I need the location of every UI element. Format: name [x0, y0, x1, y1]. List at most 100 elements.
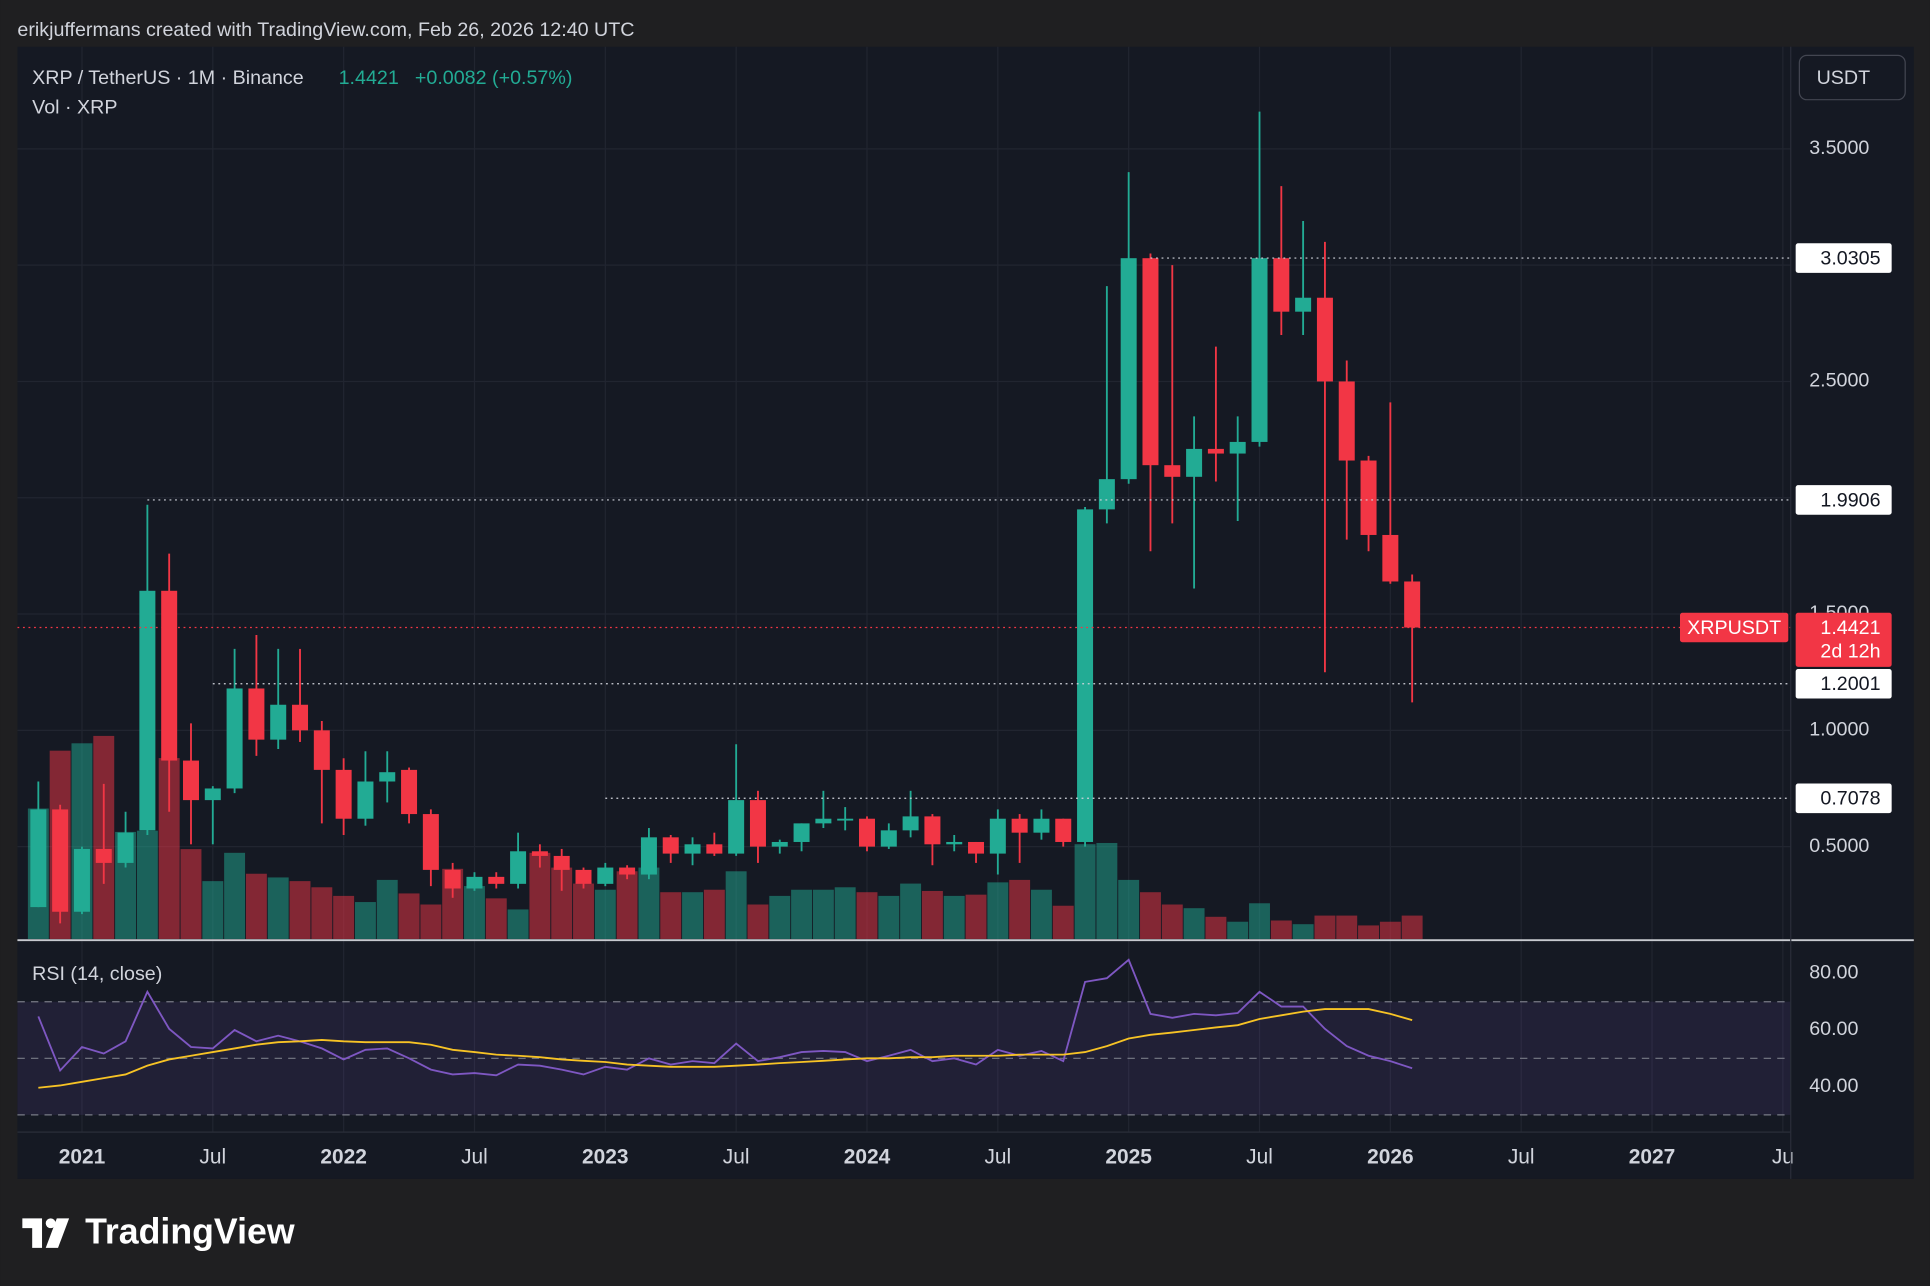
volume-bar: [267, 877, 289, 939]
candle-body: [292, 704, 309, 731]
header-change: +0.0082 (+0.57%): [415, 67, 572, 89]
candle-body: [1404, 581, 1421, 628]
currency-button[interactable]: [1798, 54, 1906, 101]
grid-layer: [17, 46, 1791, 1133]
brand-name: TradingView: [85, 1212, 295, 1252]
volume-bar: [1336, 915, 1358, 939]
candle-body: [968, 841, 985, 854]
volume-bar: [1074, 844, 1096, 939]
volume-bar: [616, 871, 638, 939]
candle-body: [880, 830, 897, 847]
y-tick-label: 3.5000: [1809, 137, 1869, 159]
volume-bar: [703, 889, 725, 939]
candle-body: [30, 809, 47, 908]
candle-body: [597, 867, 614, 884]
candle-body: [1360, 460, 1377, 535]
volume-bar: [1401, 915, 1423, 939]
candle-body: [1098, 479, 1115, 510]
credit: erikjuffermans created with TradingView.…: [17, 19, 634, 41]
volume-title: Vol · XRP: [32, 96, 117, 118]
candle-body: [1295, 297, 1312, 312]
volume-bar: [921, 890, 943, 939]
volume-bar: [180, 849, 202, 939]
volume-bar: [289, 881, 311, 939]
candle-body: [161, 590, 178, 761]
volume-bar: [1249, 903, 1270, 939]
level-label: 0.7078: [1820, 788, 1880, 810]
candle-body: [815, 818, 832, 824]
candle-body: [1120, 258, 1137, 480]
candle-body: [1338, 381, 1355, 461]
level-tag: [1795, 485, 1892, 515]
volume-bar: [660, 892, 682, 939]
candle-body: [182, 760, 199, 801]
candle-body: [488, 876, 505, 884]
rsi-tick-label: 80.00: [1809, 962, 1858, 984]
volume-bar: [965, 894, 987, 939]
price-tag: [1795, 612, 1892, 667]
candle-body: [662, 837, 679, 854]
candle-body: [1142, 258, 1159, 466]
candle-body: [575, 869, 592, 884]
volume-bar: [376, 879, 398, 939]
candle-body: [95, 848, 112, 863]
x-tick-label: 2025: [1105, 1146, 1152, 1169]
volume-bar: [158, 758, 180, 939]
currency-label[interactable]: USDT: [1817, 67, 1871, 89]
candle-body: [335, 769, 352, 819]
rsi-tick-label: 40.00: [1809, 1075, 1858, 1097]
volume-bar: [856, 892, 878, 939]
x-tick-label: 2021: [59, 1146, 106, 1169]
candle-body: [553, 855, 570, 870]
candle-body: [248, 688, 265, 740]
level-tag: [1795, 783, 1892, 814]
candle-body: [401, 769, 418, 815]
volume-bar: [1270, 920, 1292, 939]
candle-body: [204, 788, 221, 801]
volume-bar: [1205, 916, 1227, 939]
volume-bar: [1379, 921, 1401, 939]
volume-bar: [1292, 924, 1314, 939]
rsi-title: RSI (14, close): [32, 963, 162, 985]
candle-body: [1186, 448, 1203, 477]
candle-body: [313, 730, 330, 770]
volume-bar: [1314, 915, 1336, 939]
x-tick-label: Jul: [1508, 1146, 1535, 1169]
volume-bar: [900, 883, 922, 939]
volume-bar: [791, 889, 813, 939]
candle-body: [226, 688, 243, 789]
volume-bar: [333, 895, 355, 939]
candle-body: [1273, 258, 1290, 312]
candle-body: [1251, 258, 1268, 442]
volume-bar: [398, 893, 420, 939]
volume-bar: [1183, 908, 1205, 939]
x-tick-label: Jul: [199, 1146, 226, 1169]
level-tag: [1795, 669, 1892, 699]
volume-bar: [1161, 904, 1183, 939]
volume-bar: [638, 867, 660, 939]
volume-bar: [202, 881, 224, 939]
volume-bar: [1052, 905, 1074, 939]
countdown-label: 2d 12h: [1820, 640, 1880, 662]
volume-bar: [594, 889, 616, 939]
rsi-line: [38, 1008, 1413, 1089]
volume-bar: [682, 892, 704, 939]
logo-dot: [45, 1218, 56, 1229]
volume-bar: [311, 887, 333, 939]
candle-body: [837, 818, 854, 821]
level-tag: [1795, 243, 1892, 273]
symbol-tag: [1679, 612, 1789, 643]
volume-bar: [812, 889, 834, 939]
candle-body: [139, 590, 156, 831]
x-tick-label: Jul: [984, 1146, 1011, 1169]
candle-body: [357, 781, 374, 819]
rsi-line: [37, 958, 1413, 1077]
volume-bar: [1227, 921, 1249, 939]
candle-body: [684, 844, 701, 854]
candle-body: [1164, 465, 1181, 477]
candle-body: [531, 851, 548, 856]
volume-bar: [485, 898, 507, 939]
candle-layer: [17, 111, 1791, 924]
